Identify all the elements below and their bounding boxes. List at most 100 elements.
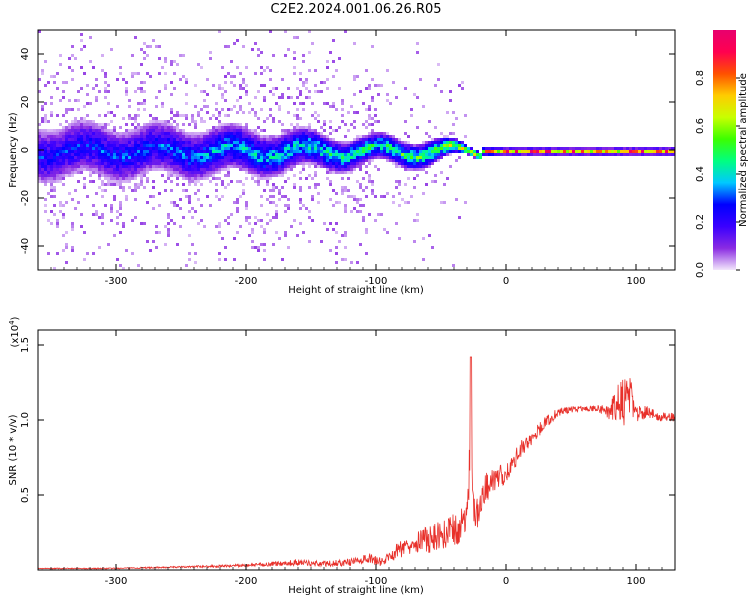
heatmap-cell [452, 132, 455, 135]
heatmap-cell [68, 159, 71, 162]
heatmap-cell [128, 114, 131, 117]
heatmap-cell [98, 147, 101, 150]
heatmap-cell [164, 165, 167, 168]
heatmap-cell [209, 57, 212, 60]
heatmap-cell [113, 165, 116, 168]
heatmap-cell [344, 30, 347, 33]
heatmap-cell [257, 162, 260, 165]
heatmap-cell [311, 195, 314, 198]
heatmap-cell [230, 138, 233, 141]
heatmap-cell [131, 177, 134, 180]
heatmap-cell [422, 141, 425, 144]
heatmap-cell [281, 153, 284, 156]
heatmap-cell [410, 156, 413, 159]
heatmap-cell [188, 258, 191, 261]
heatmap-cell [251, 246, 254, 249]
heatmap-cell [134, 168, 137, 171]
heatmap-cell [260, 165, 263, 168]
heatmap-cell [284, 144, 287, 147]
heatmap-cell [296, 132, 299, 135]
heatmap-cell [413, 156, 416, 159]
heatmap-cell [167, 222, 170, 225]
heatmap-cell [62, 96, 65, 99]
heatmap-cell [83, 159, 86, 162]
heatmap-cell [323, 129, 326, 132]
heatmap-cell [197, 180, 200, 183]
heatmap-cell [425, 162, 428, 165]
heatmap-cell [296, 138, 299, 141]
heatmap-cell [50, 153, 53, 156]
heatmap-cell [62, 177, 65, 180]
heatmap-cell [287, 204, 290, 207]
heatmap-cell [44, 84, 47, 87]
heatmap-cell [203, 153, 206, 156]
heatmap-cell [260, 135, 263, 138]
heatmap-cell [188, 165, 191, 168]
heatmap-cell [329, 105, 332, 108]
heatmap-cell [365, 231, 368, 234]
heatmap-cell [437, 141, 440, 144]
heatmap-cell [383, 141, 386, 144]
heatmap-cell [416, 213, 419, 216]
heatmap-cell [167, 228, 170, 231]
heatmap-cell [143, 81, 146, 84]
heatmap-cell [80, 150, 83, 153]
heatmap-cell [353, 42, 356, 45]
heatmap-cell [107, 138, 110, 141]
heatmap-cell [209, 135, 212, 138]
heatmap-cell [167, 216, 170, 219]
heatmap-cell [77, 123, 80, 126]
heatmap-cell [77, 153, 80, 156]
heatmap-cell [140, 135, 143, 138]
heatmap-cell [362, 204, 365, 207]
heatmap-cell [59, 177, 62, 180]
heatmap-cell [194, 120, 197, 123]
heatmap-cell [242, 183, 245, 186]
heatmap-cell [326, 141, 329, 144]
heatmap-cell [434, 174, 437, 177]
heatmap-cell [188, 168, 191, 171]
heatmap-cell [359, 150, 362, 153]
heatmap-cell [350, 156, 353, 159]
heatmap-cell [263, 141, 266, 144]
heatmap-cell [323, 153, 326, 156]
heatmap-cell [209, 159, 212, 162]
heatmap-cell [95, 132, 98, 135]
heatmap-cell [170, 180, 173, 183]
heatmap-cell [548, 150, 551, 153]
heatmap-cell [332, 156, 335, 159]
heatmap-cell [458, 156, 461, 159]
heatmap-cell [428, 135, 431, 138]
heatmap-cell [296, 162, 299, 165]
heatmap-cell [308, 90, 311, 93]
heatmap-cell [266, 198, 269, 201]
heatmap-cell [410, 162, 413, 165]
heatmap-cell [299, 153, 302, 156]
heatmap-cell [173, 135, 176, 138]
heatmap-cell [107, 159, 110, 162]
heatmap-cell [188, 150, 191, 153]
heatmap-cell [293, 36, 296, 39]
heatmap-cell [284, 132, 287, 135]
heatmap-cell [65, 150, 68, 153]
heatmap-cell [164, 87, 167, 90]
heatmap-cell [251, 240, 254, 243]
heatmap-cell [119, 132, 122, 135]
heatmap-cell [224, 126, 227, 129]
heatmap-cell [95, 171, 98, 174]
heatmap-cell [311, 42, 314, 45]
heatmap-cell [74, 135, 77, 138]
heatmap-cell [140, 162, 143, 165]
heatmap-cell [137, 171, 140, 174]
heatmap-cell [323, 165, 326, 168]
heatmap-cell [476, 156, 479, 159]
heatmap-cell [167, 120, 170, 123]
heatmap-cell [518, 150, 521, 153]
heatmap-cell [149, 150, 152, 153]
heatmap-cell [263, 159, 266, 162]
heatmap-cell [284, 204, 287, 207]
heatmap-cell [50, 150, 53, 153]
heatmap-cell [245, 201, 248, 204]
heatmap-cell [311, 144, 314, 147]
heatmap-cell [323, 162, 326, 165]
